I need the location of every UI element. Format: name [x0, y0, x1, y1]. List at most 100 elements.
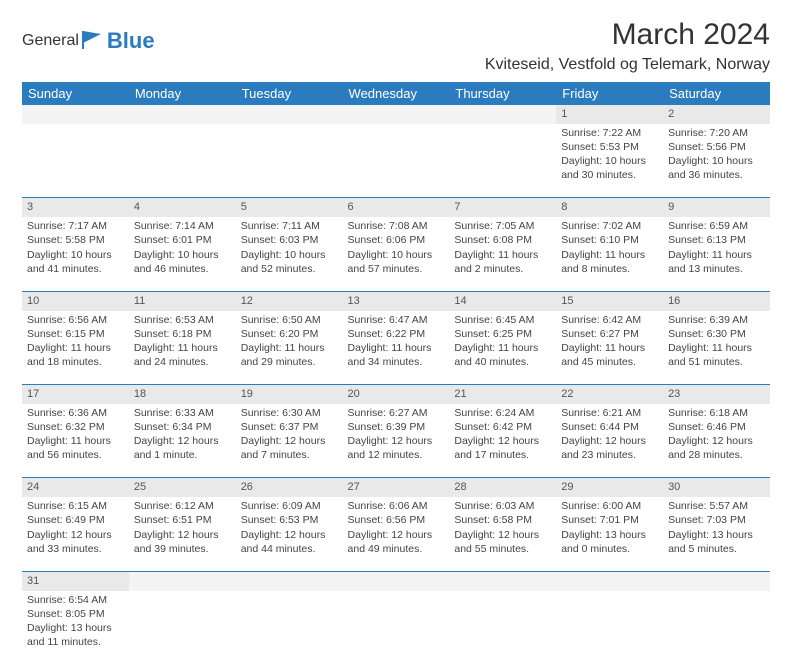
day-number-cell: 12: [236, 291, 343, 310]
day-cell-body: Sunrise: 6:59 AMSunset: 6:13 PMDaylight:…: [663, 217, 770, 280]
day-cell-body: Sunrise: 6:42 AMSunset: 6:27 PMDaylight:…: [556, 311, 663, 374]
day-number-cell: 3: [22, 198, 129, 217]
empty-cell: [449, 571, 556, 590]
sunset-text: Sunset: 5:53 PM: [561, 140, 658, 154]
day-cell: Sunrise: 7:05 AMSunset: 6:08 PMDaylight:…: [449, 217, 556, 291]
daylight-text: Daylight: 12 hours and 55 minutes.: [454, 528, 551, 556]
daylight-text: Daylight: 11 hours and 24 minutes.: [134, 341, 231, 369]
sunrise-text: Sunrise: 7:22 AM: [561, 126, 658, 140]
sunset-text: Sunset: 6:27 PM: [561, 327, 658, 341]
day-cell: Sunrise: 6:00 AMSunset: 7:01 PMDaylight:…: [556, 497, 663, 571]
day-cell: Sunrise: 6:18 AMSunset: 6:46 PMDaylight:…: [663, 404, 770, 478]
sunset-text: Sunset: 6:20 PM: [241, 327, 338, 341]
empty-cell: [343, 591, 450, 665]
day-number-cell: 22: [556, 385, 663, 404]
sunrise-text: Sunrise: 6:06 AM: [348, 499, 445, 513]
location-subtitle: Kviteseid, Vestfold og Telemark, Norway: [485, 56, 770, 74]
logo-flag-icon: [81, 29, 105, 54]
sunrise-text: Sunrise: 6:54 AM: [27, 593, 124, 607]
day-cell: Sunrise: 7:08 AMSunset: 6:06 PMDaylight:…: [343, 217, 450, 291]
sunrise-text: Sunrise: 7:08 AM: [348, 219, 445, 233]
day-cell-body: Sunrise: 7:08 AMSunset: 6:06 PMDaylight:…: [343, 217, 450, 280]
daylight-text: Daylight: 10 hours and 57 minutes.: [348, 248, 445, 276]
daylight-text: Daylight: 11 hours and 56 minutes.: [27, 434, 124, 462]
daylight-text: Daylight: 12 hours and 44 minutes.: [241, 528, 338, 556]
day-cell: Sunrise: 6:50 AMSunset: 6:20 PMDaylight:…: [236, 311, 343, 385]
empty-cell: [343, 105, 450, 124]
day-cell-body: Sunrise: 6:54 AMSunset: 8:05 PMDaylight:…: [22, 591, 129, 654]
day-cell-body: Sunrise: 7:20 AMSunset: 5:56 PMDaylight:…: [663, 124, 770, 187]
daylight-text: Daylight: 10 hours and 41 minutes.: [27, 248, 124, 276]
sunset-text: Sunset: 6:46 PM: [668, 420, 765, 434]
day-cell-body: Sunrise: 7:11 AMSunset: 6:03 PMDaylight:…: [236, 217, 343, 280]
day-number-cell: 5: [236, 198, 343, 217]
sunrise-text: Sunrise: 7:11 AM: [241, 219, 338, 233]
day-cell: Sunrise: 7:11 AMSunset: 6:03 PMDaylight:…: [236, 217, 343, 291]
sunrise-text: Sunrise: 6:27 AM: [348, 406, 445, 420]
day-number-cell: 27: [343, 478, 450, 497]
day-cell-body: Sunrise: 7:14 AMSunset: 6:01 PMDaylight:…: [129, 217, 236, 280]
day-cell-body: Sunrise: 6:50 AMSunset: 6:20 PMDaylight:…: [236, 311, 343, 374]
weekday-header: Monday: [129, 82, 236, 105]
day-number-cell: 25: [129, 478, 236, 497]
sunrise-text: Sunrise: 7:20 AM: [668, 126, 765, 140]
day-number-row: 10111213141516: [22, 291, 770, 310]
empty-cell: [236, 105, 343, 124]
sunset-text: Sunset: 6:15 PM: [27, 327, 124, 341]
day-cell-body: Sunrise: 7:17 AMSunset: 5:58 PMDaylight:…: [22, 217, 129, 280]
day-number-cell: 7: [449, 198, 556, 217]
day-cell: Sunrise: 6:54 AMSunset: 8:05 PMDaylight:…: [22, 591, 129, 665]
sunset-text: Sunset: 6:01 PM: [134, 233, 231, 247]
day-number-cell: 23: [663, 385, 770, 404]
sunrise-text: Sunrise: 6:12 AM: [134, 499, 231, 513]
day-number-cell: 20: [343, 385, 450, 404]
empty-cell: [22, 124, 129, 198]
daylight-text: Daylight: 11 hours and 8 minutes.: [561, 248, 658, 276]
day-cell: Sunrise: 6:33 AMSunset: 6:34 PMDaylight:…: [129, 404, 236, 478]
day-number-cell: 17: [22, 385, 129, 404]
daylight-text: Daylight: 12 hours and 28 minutes.: [668, 434, 765, 462]
empty-cell: [343, 124, 450, 198]
day-number-cell: 10: [22, 291, 129, 310]
weekday-header: Thursday: [449, 82, 556, 105]
sunrise-text: Sunrise: 6:56 AM: [27, 313, 124, 327]
daylight-text: Daylight: 12 hours and 17 minutes.: [454, 434, 551, 462]
daylight-text: Daylight: 11 hours and 29 minutes.: [241, 341, 338, 369]
day-content-row: Sunrise: 6:36 AMSunset: 6:32 PMDaylight:…: [22, 404, 770, 478]
empty-cell: [236, 591, 343, 665]
sunrise-text: Sunrise: 6:09 AM: [241, 499, 338, 513]
weekday-header: Wednesday: [343, 82, 450, 105]
empty-cell: [129, 571, 236, 590]
day-content-row: Sunrise: 6:54 AMSunset: 8:05 PMDaylight:…: [22, 591, 770, 665]
sunrise-text: Sunrise: 6:15 AM: [27, 499, 124, 513]
logo-text-general: General: [22, 32, 79, 50]
sunset-text: Sunset: 6:18 PM: [134, 327, 231, 341]
daylight-text: Daylight: 11 hours and 2 minutes.: [454, 248, 551, 276]
day-number-cell: 31: [22, 571, 129, 590]
empty-cell: [129, 591, 236, 665]
day-cell: Sunrise: 7:02 AMSunset: 6:10 PMDaylight:…: [556, 217, 663, 291]
day-cell: Sunrise: 6:53 AMSunset: 6:18 PMDaylight:…: [129, 311, 236, 385]
sunrise-text: Sunrise: 6:00 AM: [561, 499, 658, 513]
day-cell: Sunrise: 6:15 AMSunset: 6:49 PMDaylight:…: [22, 497, 129, 571]
sunrise-text: Sunrise: 7:14 AM: [134, 219, 231, 233]
daylight-text: Daylight: 10 hours and 46 minutes.: [134, 248, 231, 276]
day-number-cell: 16: [663, 291, 770, 310]
sunset-text: Sunset: 6:53 PM: [241, 513, 338, 527]
day-cell: Sunrise: 7:14 AMSunset: 6:01 PMDaylight:…: [129, 217, 236, 291]
daylight-text: Daylight: 11 hours and 13 minutes.: [668, 248, 765, 276]
day-number-cell: 30: [663, 478, 770, 497]
empty-cell: [449, 124, 556, 198]
day-cell-body: Sunrise: 6:30 AMSunset: 6:37 PMDaylight:…: [236, 404, 343, 467]
empty-cell: [556, 571, 663, 590]
sunrise-text: Sunrise: 6:18 AM: [668, 406, 765, 420]
day-cell: Sunrise: 6:06 AMSunset: 6:56 PMDaylight:…: [343, 497, 450, 571]
sunset-text: Sunset: 5:56 PM: [668, 140, 765, 154]
daylight-text: Daylight: 10 hours and 30 minutes.: [561, 154, 658, 182]
sunset-text: Sunset: 6:25 PM: [454, 327, 551, 341]
day-cell-body: Sunrise: 6:09 AMSunset: 6:53 PMDaylight:…: [236, 497, 343, 560]
daylight-text: Daylight: 11 hours and 18 minutes.: [27, 341, 124, 369]
logo: General Blue: [22, 18, 155, 54]
daylight-text: Daylight: 13 hours and 11 minutes.: [27, 621, 124, 649]
sunset-text: Sunset: 7:03 PM: [668, 513, 765, 527]
